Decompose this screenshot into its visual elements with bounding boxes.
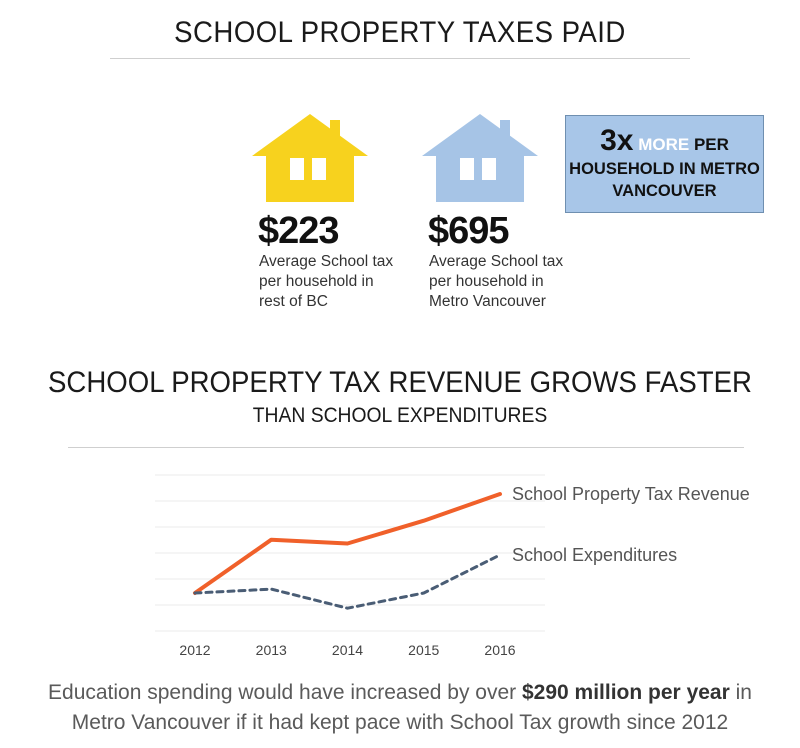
footer-line-2: Metro Vancouver if it had kept pace with… <box>71 711 729 734</box>
house-window-left <box>290 158 304 180</box>
legend-label: School Expenditures <box>512 545 677 565</box>
house-window-right <box>482 158 496 180</box>
house-chimney <box>330 120 340 142</box>
caption-line: per household in <box>429 273 544 290</box>
house-body <box>422 114 538 202</box>
caption-metro-vancouver: Average School tax per household in Metr… <box>429 252 579 312</box>
x-tick-label: 2012 <box>179 642 210 658</box>
chart-subtitle: THAN SCHOOL EXPENDITURES <box>252 404 548 427</box>
x-tick-label: 2016 <box>484 642 515 658</box>
footer-text-post: in <box>729 681 752 704</box>
caption-line: rest of BC <box>259 293 328 310</box>
x-tick-label: 2013 <box>256 642 287 658</box>
chart-series <box>193 492 502 610</box>
series-line-expenditures <box>193 553 502 610</box>
house-icon-metro-vancouver <box>422 114 538 202</box>
comparison-callout: 3x MORE PER HOUSEHOLD IN METRO VANCOUVER <box>565 115 764 213</box>
callout-per: PER <box>693 135 729 154</box>
caption-line: Average School tax <box>429 253 564 270</box>
caption-rest-of-bc: Average School tax per household in rest… <box>259 252 409 312</box>
x-axis-ticks: 2012 2013 2014 2015 2016 <box>179 642 515 658</box>
footer-note: Education spending would have increased … <box>0 678 800 738</box>
x-tick-label: 2015 <box>408 642 439 658</box>
chart-title: SCHOOL PROPERTY TAX REVENUE GROWS FASTER <box>48 366 752 399</box>
footer-line-1: Education spending would have increased … <box>0 678 800 708</box>
title-divider <box>110 58 690 59</box>
line-chart: School Property Tax Revenue School Expend… <box>155 474 750 658</box>
series-line-tax-revenue <box>193 492 502 595</box>
amount-rest-of-bc: $223 <box>258 210 340 252</box>
footer-text-pre: Education spending would have increased … <box>48 681 522 704</box>
house-window-right <box>312 158 326 180</box>
house-body <box>252 114 368 202</box>
legend-label: School Property Tax Revenue <box>512 484 750 504</box>
callout-line-3: VANCOUVER <box>612 182 717 200</box>
callout-multiplier: 3x <box>600 124 634 157</box>
chart-divider <box>68 447 744 448</box>
house-chimney <box>500 120 510 142</box>
page-title: SCHOOL PROPERTY TAXES PAID <box>174 16 626 49</box>
caption-line: Average School tax <box>259 253 394 270</box>
callout-line-1: 3x MORE PER <box>566 124 763 158</box>
house-icon-rest-of-bc <box>252 114 368 202</box>
caption-line: per household in <box>259 273 374 290</box>
chart-labels: School Property Tax Revenue School Expend… <box>512 484 750 565</box>
footer-highlight: $290 million per year <box>522 681 730 704</box>
chart-grid <box>155 474 545 632</box>
caption-line: Metro Vancouver <box>429 293 546 310</box>
amount-metro-vancouver: $695 <box>428 210 510 252</box>
x-tick-label: 2014 <box>332 642 363 658</box>
callout-more: MORE <box>638 135 690 154</box>
house-window-left <box>460 158 474 180</box>
callout-line-2: HOUSEHOLD IN METRO <box>569 160 760 178</box>
